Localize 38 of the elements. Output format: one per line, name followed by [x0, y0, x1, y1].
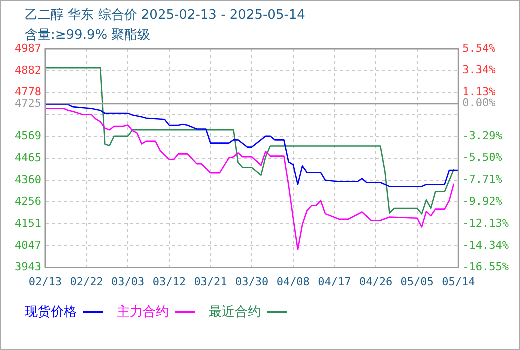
- y-tick-label: 4882: [14, 64, 42, 77]
- x-tick-label: 04/17: [318, 275, 352, 288]
- y-tick-label: 4569: [14, 129, 42, 142]
- legend-label: 现货价格: [25, 304, 77, 321]
- y-tick-label: 4256: [14, 195, 42, 208]
- x-tick-label: 03/21: [194, 275, 228, 288]
- y-tick-label: 4047: [14, 238, 42, 252]
- x-tick-label: 04/08: [276, 275, 310, 288]
- y-tick-label: 4465: [14, 151, 42, 164]
- chart-title: 乙二醇 华东 综合价 2025-02-13 - 2025-05-14: [25, 7, 306, 24]
- legend-label: 主力合约: [117, 304, 169, 321]
- x-tick-label: 05/05: [400, 275, 434, 288]
- y2-tick-label: -7.71%: [462, 173, 503, 186]
- y-tick-label: 3943: [14, 260, 42, 274]
- y2-tick-label: -5.50%: [462, 151, 503, 164]
- y-tick-label: 4360: [14, 173, 42, 186]
- legend-label: 最近合约: [209, 304, 261, 321]
- x-tick-label: 05/14: [442, 275, 476, 288]
- y2-tick-label: -16.55%: [462, 260, 510, 274]
- y2-tick-label: 3.34%: [462, 64, 496, 77]
- x-tick-label: 02/13: [28, 275, 62, 288]
- y2-tick-label: -3.29%: [462, 129, 503, 142]
- y2-tick-label: 5.54%: [462, 42, 496, 55]
- x-tick-label: 04/26: [359, 275, 393, 288]
- y-tick-label: 4151: [14, 217, 42, 230]
- x-tick-label: 03/12: [152, 275, 186, 288]
- y2-tick-label: -12.13%: [462, 216, 510, 230]
- y2-tick-label: -9.92%: [462, 194, 503, 208]
- y-tick-label: 4987: [14, 42, 42, 55]
- x-tick-label: 02/22: [70, 275, 104, 288]
- y2-tick-label: -14.34%: [462, 238, 510, 252]
- y2-tick-label: 0.00%: [462, 96, 496, 110]
- x-tick-label: 03/03: [112, 275, 145, 288]
- y2-tick-label: 1.13%: [462, 86, 496, 99]
- y-tick-label: 4778: [14, 86, 42, 99]
- x-tick-label: 03/30: [236, 275, 269, 288]
- chart-subtitle: 含量:≥99.9% 聚酯级: [25, 27, 151, 44]
- y-tick-label: 4725: [14, 96, 42, 110]
